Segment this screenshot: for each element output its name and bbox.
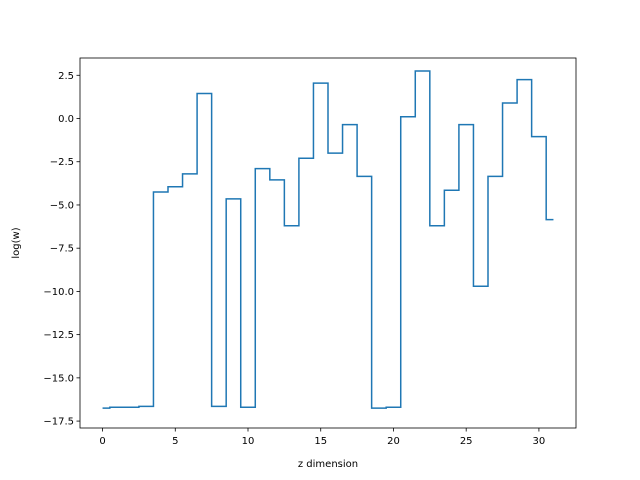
y-axis-label: log(w) bbox=[11, 227, 22, 258]
plot-area bbox=[102, 70, 554, 409]
x-tick-label: 30 bbox=[533, 436, 546, 447]
y-tick-label: −2.5 bbox=[50, 157, 74, 168]
series-line bbox=[102, 70, 554, 409]
y-tick-label: 2.5 bbox=[58, 71, 74, 82]
x-axis-label: z dimension bbox=[298, 459, 358, 470]
y-axis-ticks: −17.5 −15.0 −12.5 −10.0 −7.5 −5.0 −2.5 0.0 2.5 bbox=[43, 71, 80, 428]
x-tick-label: 0 bbox=[99, 436, 105, 447]
y-tick-label: −15.0 bbox=[43, 373, 74, 384]
y-tick-label: −7.5 bbox=[50, 244, 74, 255]
x-tick-label: 20 bbox=[387, 436, 400, 447]
y-tick-label: 0.0 bbox=[58, 114, 74, 125]
axes-frame bbox=[79, 57, 577, 429]
x-tick-label: 10 bbox=[242, 436, 255, 447]
x-axis-ticks: 0 5 10 15 20 25 30 bbox=[99, 428, 545, 447]
y-tick-label: −5.0 bbox=[50, 200, 74, 211]
y-tick-label: −10.0 bbox=[43, 287, 74, 298]
y-tick-label: −12.5 bbox=[43, 330, 74, 341]
y-tick-label: −17.5 bbox=[43, 417, 74, 428]
x-tick-label: 25 bbox=[460, 436, 473, 447]
x-tick-label: 15 bbox=[314, 436, 327, 447]
x-tick-label: 5 bbox=[172, 436, 178, 447]
